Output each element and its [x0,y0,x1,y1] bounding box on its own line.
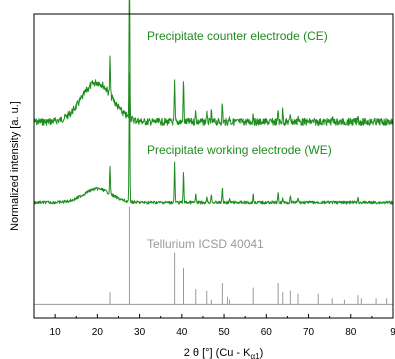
series-label-2: Tellurium ICSD 40041 [147,237,264,251]
x-tick-label-90: 9 [390,327,395,338]
y-axis-label: Normalized intensity [a. u.] [9,101,21,231]
x-tick-label-50: 50 [218,327,230,338]
x-tick-label-40: 40 [176,327,188,338]
x-tick-label-70: 70 [303,327,315,338]
x-tick-label-80: 80 [345,327,357,338]
series-layer [33,0,394,305]
x-tick-label-60: 60 [261,327,273,338]
series-label-1: Precipitate working electrode (WE) [147,143,332,157]
series-label-0: Precipitate counter electrode (CE) [147,29,328,43]
series-0 [33,0,394,127]
x-tick-label-30: 30 [134,327,146,338]
series-0-line [33,0,394,127]
series-2 [34,207,393,305]
x-tick-label-20: 20 [92,327,104,338]
axes-layer: 10 20 30 40 50 60 70 80 9 2 θ [°] (Cu - Kα1) Norma… [9,13,395,359]
x-axis-label: 2 θ [°] (Cu - Kα1) [184,347,264,359]
series-1-line [33,72,394,205]
series-1 [33,72,394,205]
plot-frame [33,13,394,319]
label-layer: Precipitate counter electrode (CE) Precip… [147,29,332,251]
x-tick-label-10: 10 [50,327,62,338]
